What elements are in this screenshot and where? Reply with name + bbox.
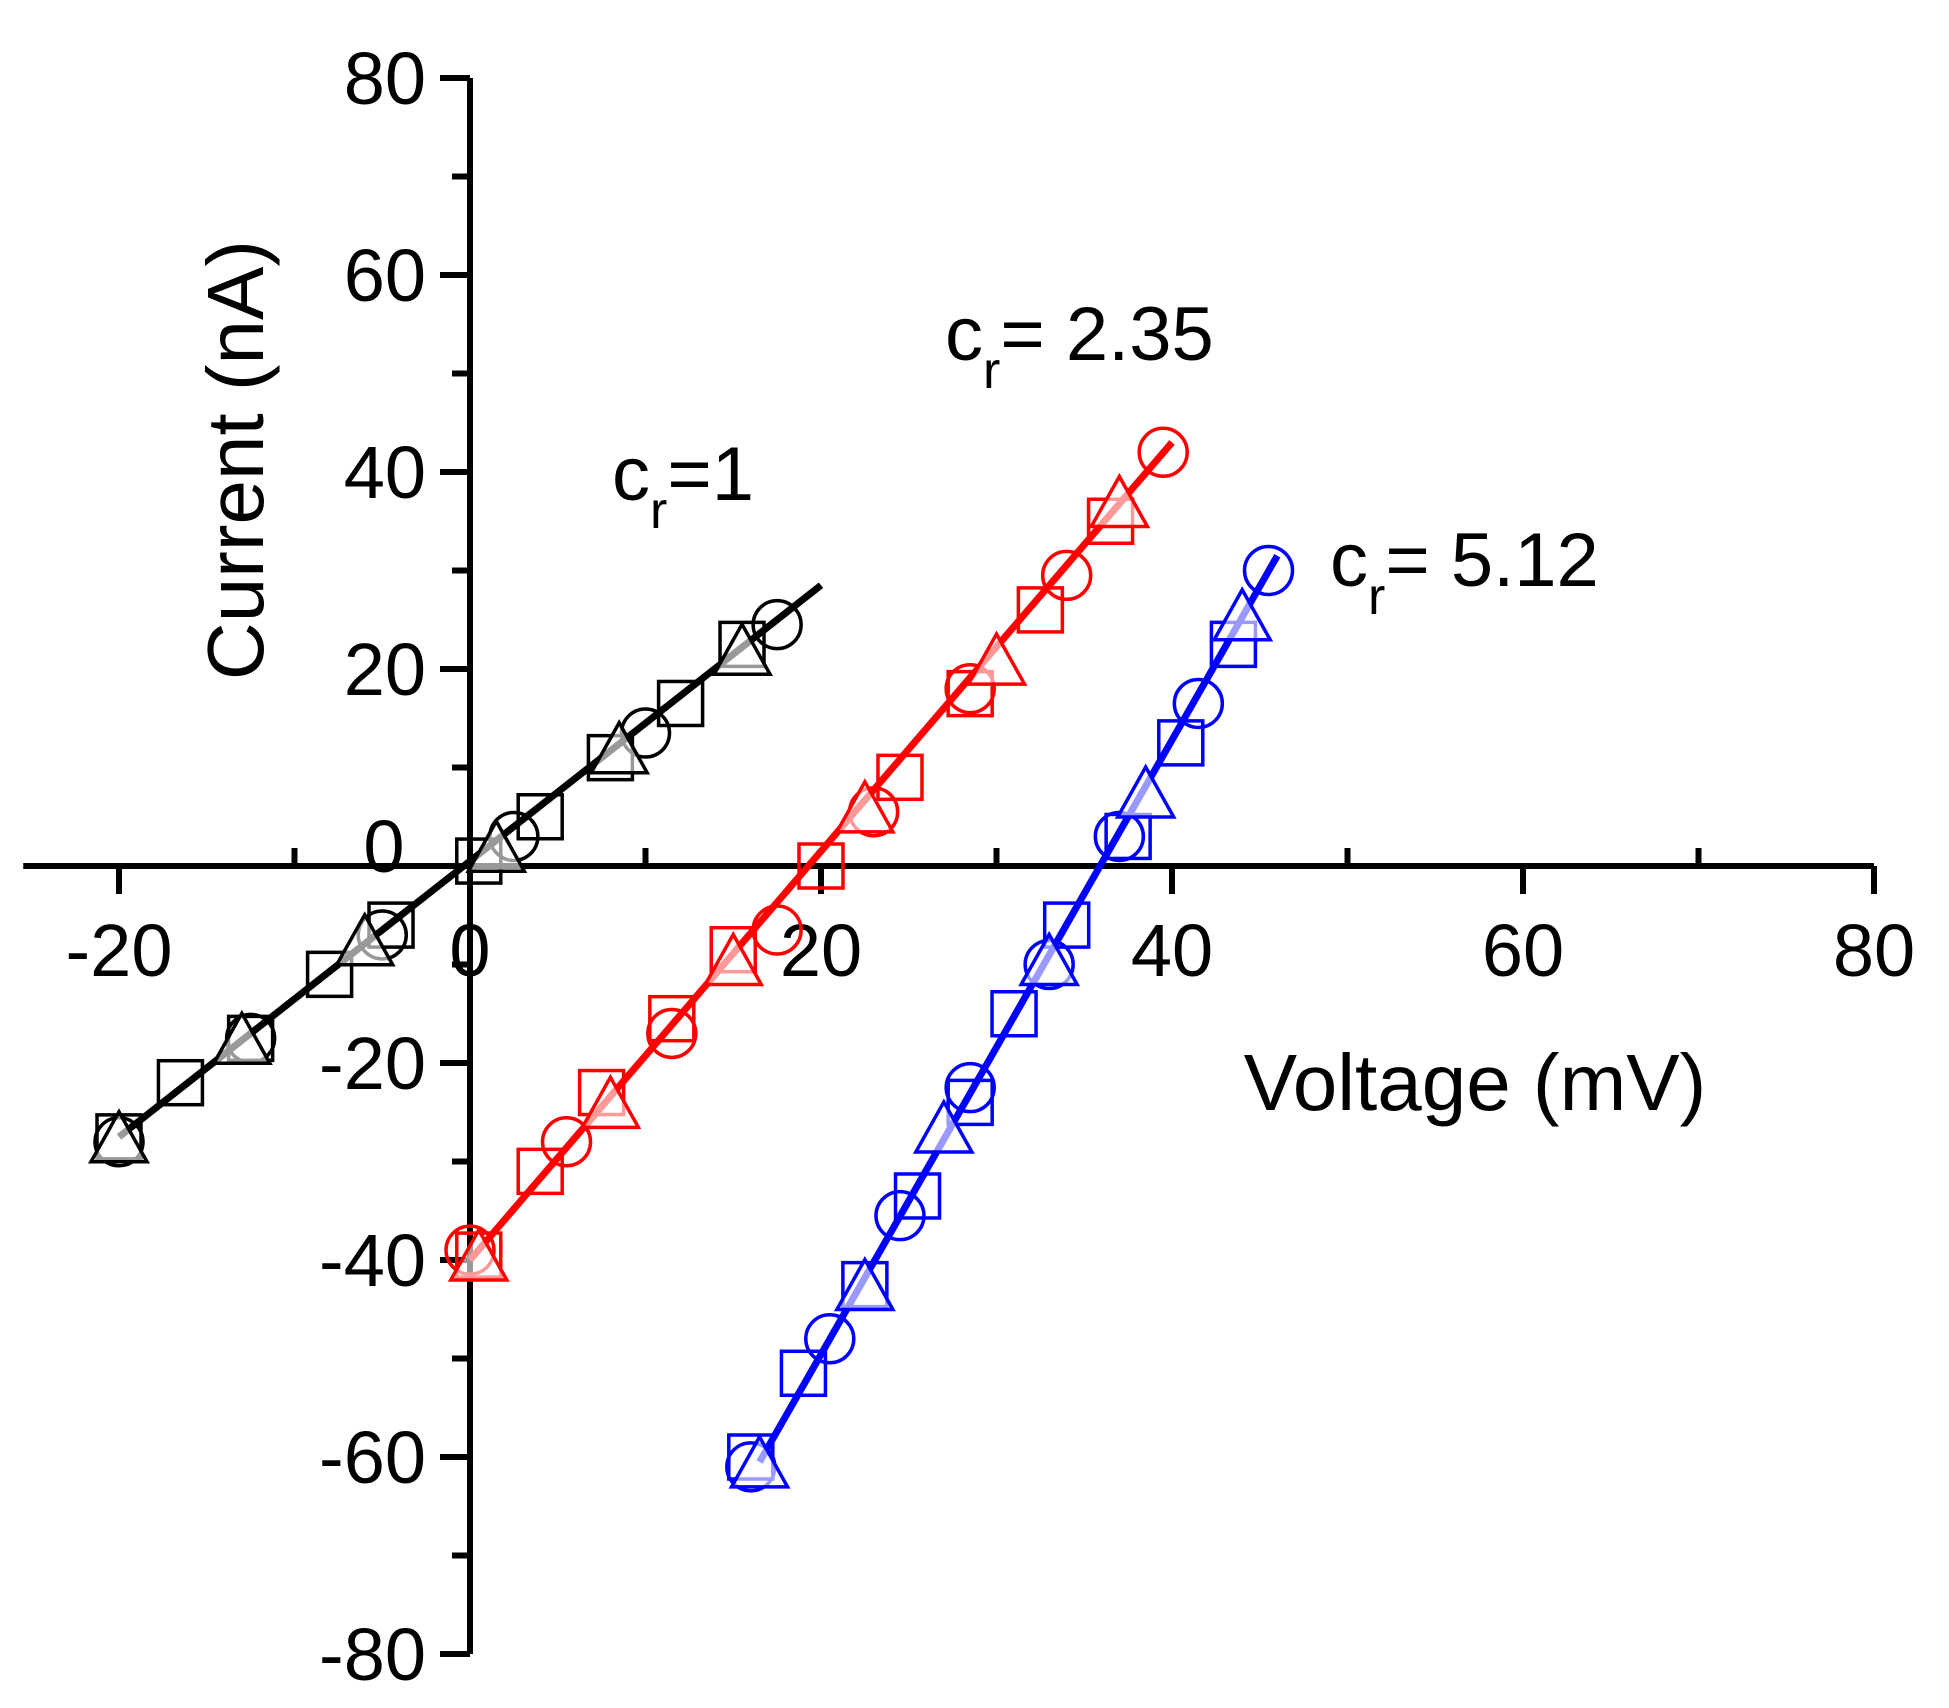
series-label-value: = 2.35	[1000, 292, 1213, 377]
square-marker	[893, 1172, 942, 1220]
y-tick-label: 60	[344, 234, 426, 317]
square-marker	[779, 1349, 828, 1398]
circle-marker	[944, 662, 996, 715]
triangle-marker	[912, 1098, 975, 1154]
x-tick-label: 20	[780, 909, 862, 992]
circle-marker	[804, 1313, 856, 1365]
triangle-marker	[333, 911, 396, 967]
square-marker	[516, 1147, 564, 1196]
triangle-marker	[965, 630, 1028, 686]
series-label-sub: r	[1368, 568, 1385, 626]
series-label-sub: r	[983, 342, 1000, 400]
triangle-marker	[588, 719, 651, 775]
y-tick-label: 80	[344, 37, 426, 120]
axes: -20 0 20 40 60 80 -80 -60 -40 -20 0 20 40 60 80 Voltage…	[23, 37, 1915, 1696]
triangle-marker	[1018, 930, 1081, 987]
series-label: cr=1	[612, 432, 754, 540]
triangle-marker	[579, 1073, 642, 1130]
x-tick-label: 40	[1131, 909, 1213, 992]
triangle-marker	[728, 1433, 791, 1489]
triangle-marker	[88, 1108, 150, 1164]
triangle-marker	[833, 778, 896, 834]
circle-marker	[540, 1116, 593, 1168]
series-label-sub: r	[650, 482, 667, 540]
y-tick-label: -40	[319, 1219, 426, 1302]
x-tick-label: 0	[449, 909, 490, 992]
square-marker	[656, 679, 705, 728]
series-label-main: c	[945, 292, 983, 377]
x-tick-label: 80	[1833, 909, 1915, 992]
y-tick-label: 0	[363, 805, 404, 888]
square-marker	[1016, 586, 1065, 634]
y-tick-label: -80	[319, 1613, 426, 1696]
series-label-value: = 5.12	[1385, 518, 1598, 603]
square-marker	[648, 994, 696, 1043]
series-label: cr= 5.12	[1330, 518, 1599, 626]
circle-marker	[1242, 544, 1295, 597]
triangle-marker	[465, 817, 528, 873]
circle-marker	[1172, 677, 1225, 730]
square-marker	[305, 950, 354, 999]
triangle-marker	[1114, 763, 1177, 819]
y-axis-title: Current (nA)	[191, 240, 280, 680]
triangle-marker	[210, 1009, 273, 1066]
y-tick-label: 40	[344, 431, 426, 514]
triangle-marker	[833, 1255, 896, 1312]
y-tick-label: -60	[319, 1416, 426, 1499]
y-tick-label: -20	[319, 1022, 426, 1105]
triangle-marker	[702, 930, 765, 987]
fit-line	[756, 553, 1281, 1464]
fit-line	[467, 440, 1175, 1263]
square-marker	[797, 842, 845, 890]
y-tick-label: 20	[344, 628, 426, 711]
circle-marker	[646, 1007, 698, 1060]
square-marker	[156, 1058, 205, 1107]
x-tick-label: 60	[1482, 909, 1564, 992]
circle-marker	[751, 598, 803, 651]
circle-marker	[751, 904, 803, 956]
triangle-marker	[1088, 472, 1151, 529]
series-label-main: c	[612, 432, 650, 517]
data-markers	[88, 426, 1295, 1493]
fit-lines	[116, 440, 1281, 1464]
circle-marker	[1137, 426, 1189, 479]
square-marker	[516, 793, 564, 841]
square-marker	[946, 1078, 994, 1127]
x-axis-title: Voltage (mV)	[1244, 1038, 1706, 1127]
circle-marker	[874, 1189, 926, 1242]
square-marker	[990, 990, 1038, 1038]
triangle-marker	[1211, 586, 1274, 642]
triangle-marker	[447, 1226, 510, 1282]
triangle-marker	[711, 620, 774, 676]
circle-marker	[944, 1061, 996, 1114]
circle-marker	[1040, 549, 1093, 602]
series-label-main: c	[1330, 518, 1368, 603]
square-marker	[876, 753, 924, 802]
series-label: cr= 2.35	[945, 292, 1214, 400]
series-label-value: =1	[667, 432, 754, 517]
x-tick-label: -20	[66, 909, 173, 992]
